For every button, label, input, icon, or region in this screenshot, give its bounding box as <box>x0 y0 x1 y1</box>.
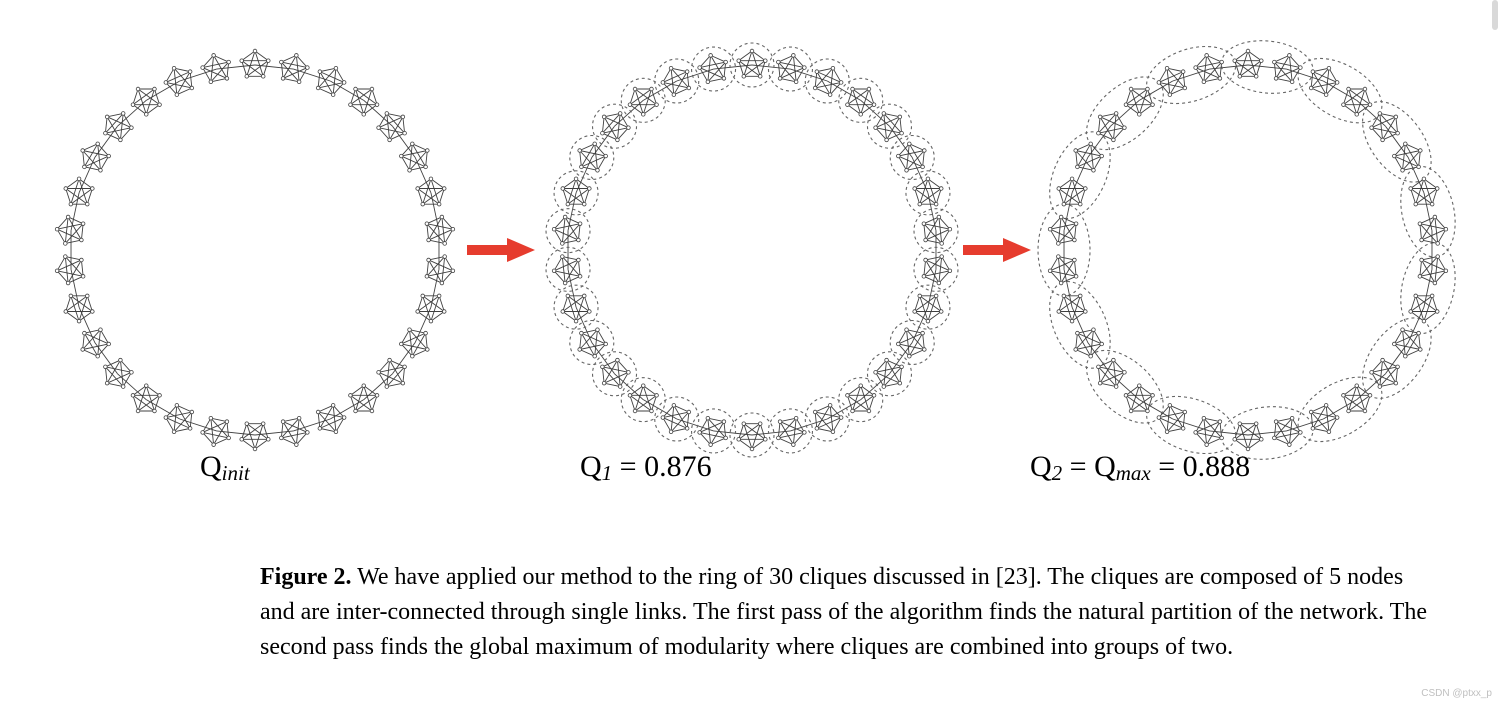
figure-page: Qinit Q1 = 0.876 Q2 = Qmax = 0.888 Figur… <box>0 0 1498 703</box>
caption-label: Figure 2. <box>260 564 352 590</box>
ring-panel-init <box>40 35 467 465</box>
arrow-2 <box>963 230 1033 270</box>
q-label-pass2: Q2 = Qmax = 0.888 <box>1030 450 1250 486</box>
ring-svg-pass2 <box>1033 35 1463 465</box>
arrow-icon <box>963 235 1033 265</box>
ring-svg-pass1 <box>537 35 967 465</box>
q-labels: Qinit Q1 = 0.876 Q2 = Qmax = 0.888 <box>0 450 1498 510</box>
ring-svg-init <box>40 35 470 465</box>
ring-panel-pass1 <box>537 35 964 465</box>
figure-caption: Figure 2. We have applied our method to … <box>260 560 1440 664</box>
panels-row <box>40 10 1460 490</box>
ring-panel-pass2 <box>1033 35 1460 465</box>
q-label-init: Qinit <box>200 450 250 486</box>
arrow-1 <box>467 230 537 270</box>
scrollbar-thumb[interactable] <box>1492 0 1498 30</box>
watermark: CSDN @ptxx_p <box>1421 688 1492 699</box>
q-label-pass1: Q1 = 0.876 <box>580 450 712 486</box>
caption-text: We have applied our method to the ring o… <box>260 564 1427 660</box>
arrow-icon <box>467 235 537 265</box>
